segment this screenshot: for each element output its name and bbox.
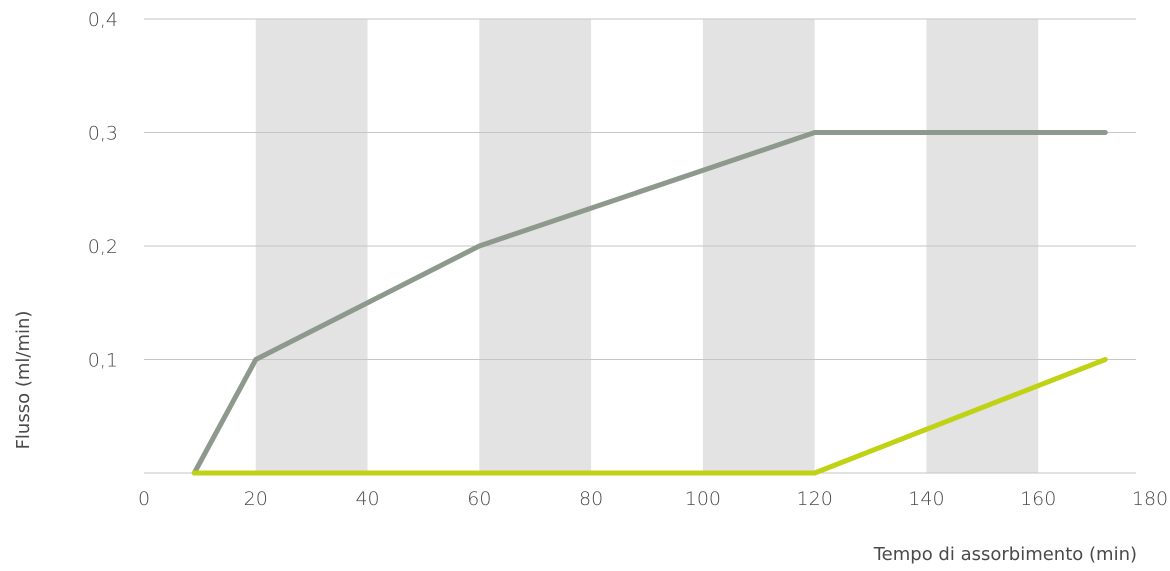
series-line xyxy=(191,130,1108,476)
series-line xyxy=(191,357,1108,476)
x-tick-label: 100 xyxy=(685,488,721,510)
y-tick-label: 0,2 xyxy=(88,236,118,258)
x-tick-labels: 0 20 40 60 80 100 120 140 160 180 xyxy=(138,488,1168,510)
x-tick-label: 80 xyxy=(579,488,603,510)
x-axis-title: Tempo di assorbimento (min) xyxy=(873,544,1137,565)
x-tick-label: 120 xyxy=(797,488,833,510)
y-tick-label: 0,1 xyxy=(88,350,118,372)
x-tick-label: 0 xyxy=(138,488,150,510)
y-tick-label: 0,3 xyxy=(88,123,118,145)
y-tick-label: 0,4 xyxy=(88,9,118,31)
series-lines xyxy=(191,130,1108,476)
x-tick-label: 180 xyxy=(1132,488,1168,510)
x-tick-label: 160 xyxy=(1020,488,1056,510)
y-axis-title: Flusso (ml/min) xyxy=(13,311,34,450)
x-tick-label: 140 xyxy=(908,488,944,510)
x-tick-label: 60 xyxy=(467,488,491,510)
x-tick-label: 40 xyxy=(355,488,379,510)
x-tick-label: 20 xyxy=(244,488,268,510)
y-tick-labels: 0,1 0,2 0,3 0,4 xyxy=(88,9,118,372)
